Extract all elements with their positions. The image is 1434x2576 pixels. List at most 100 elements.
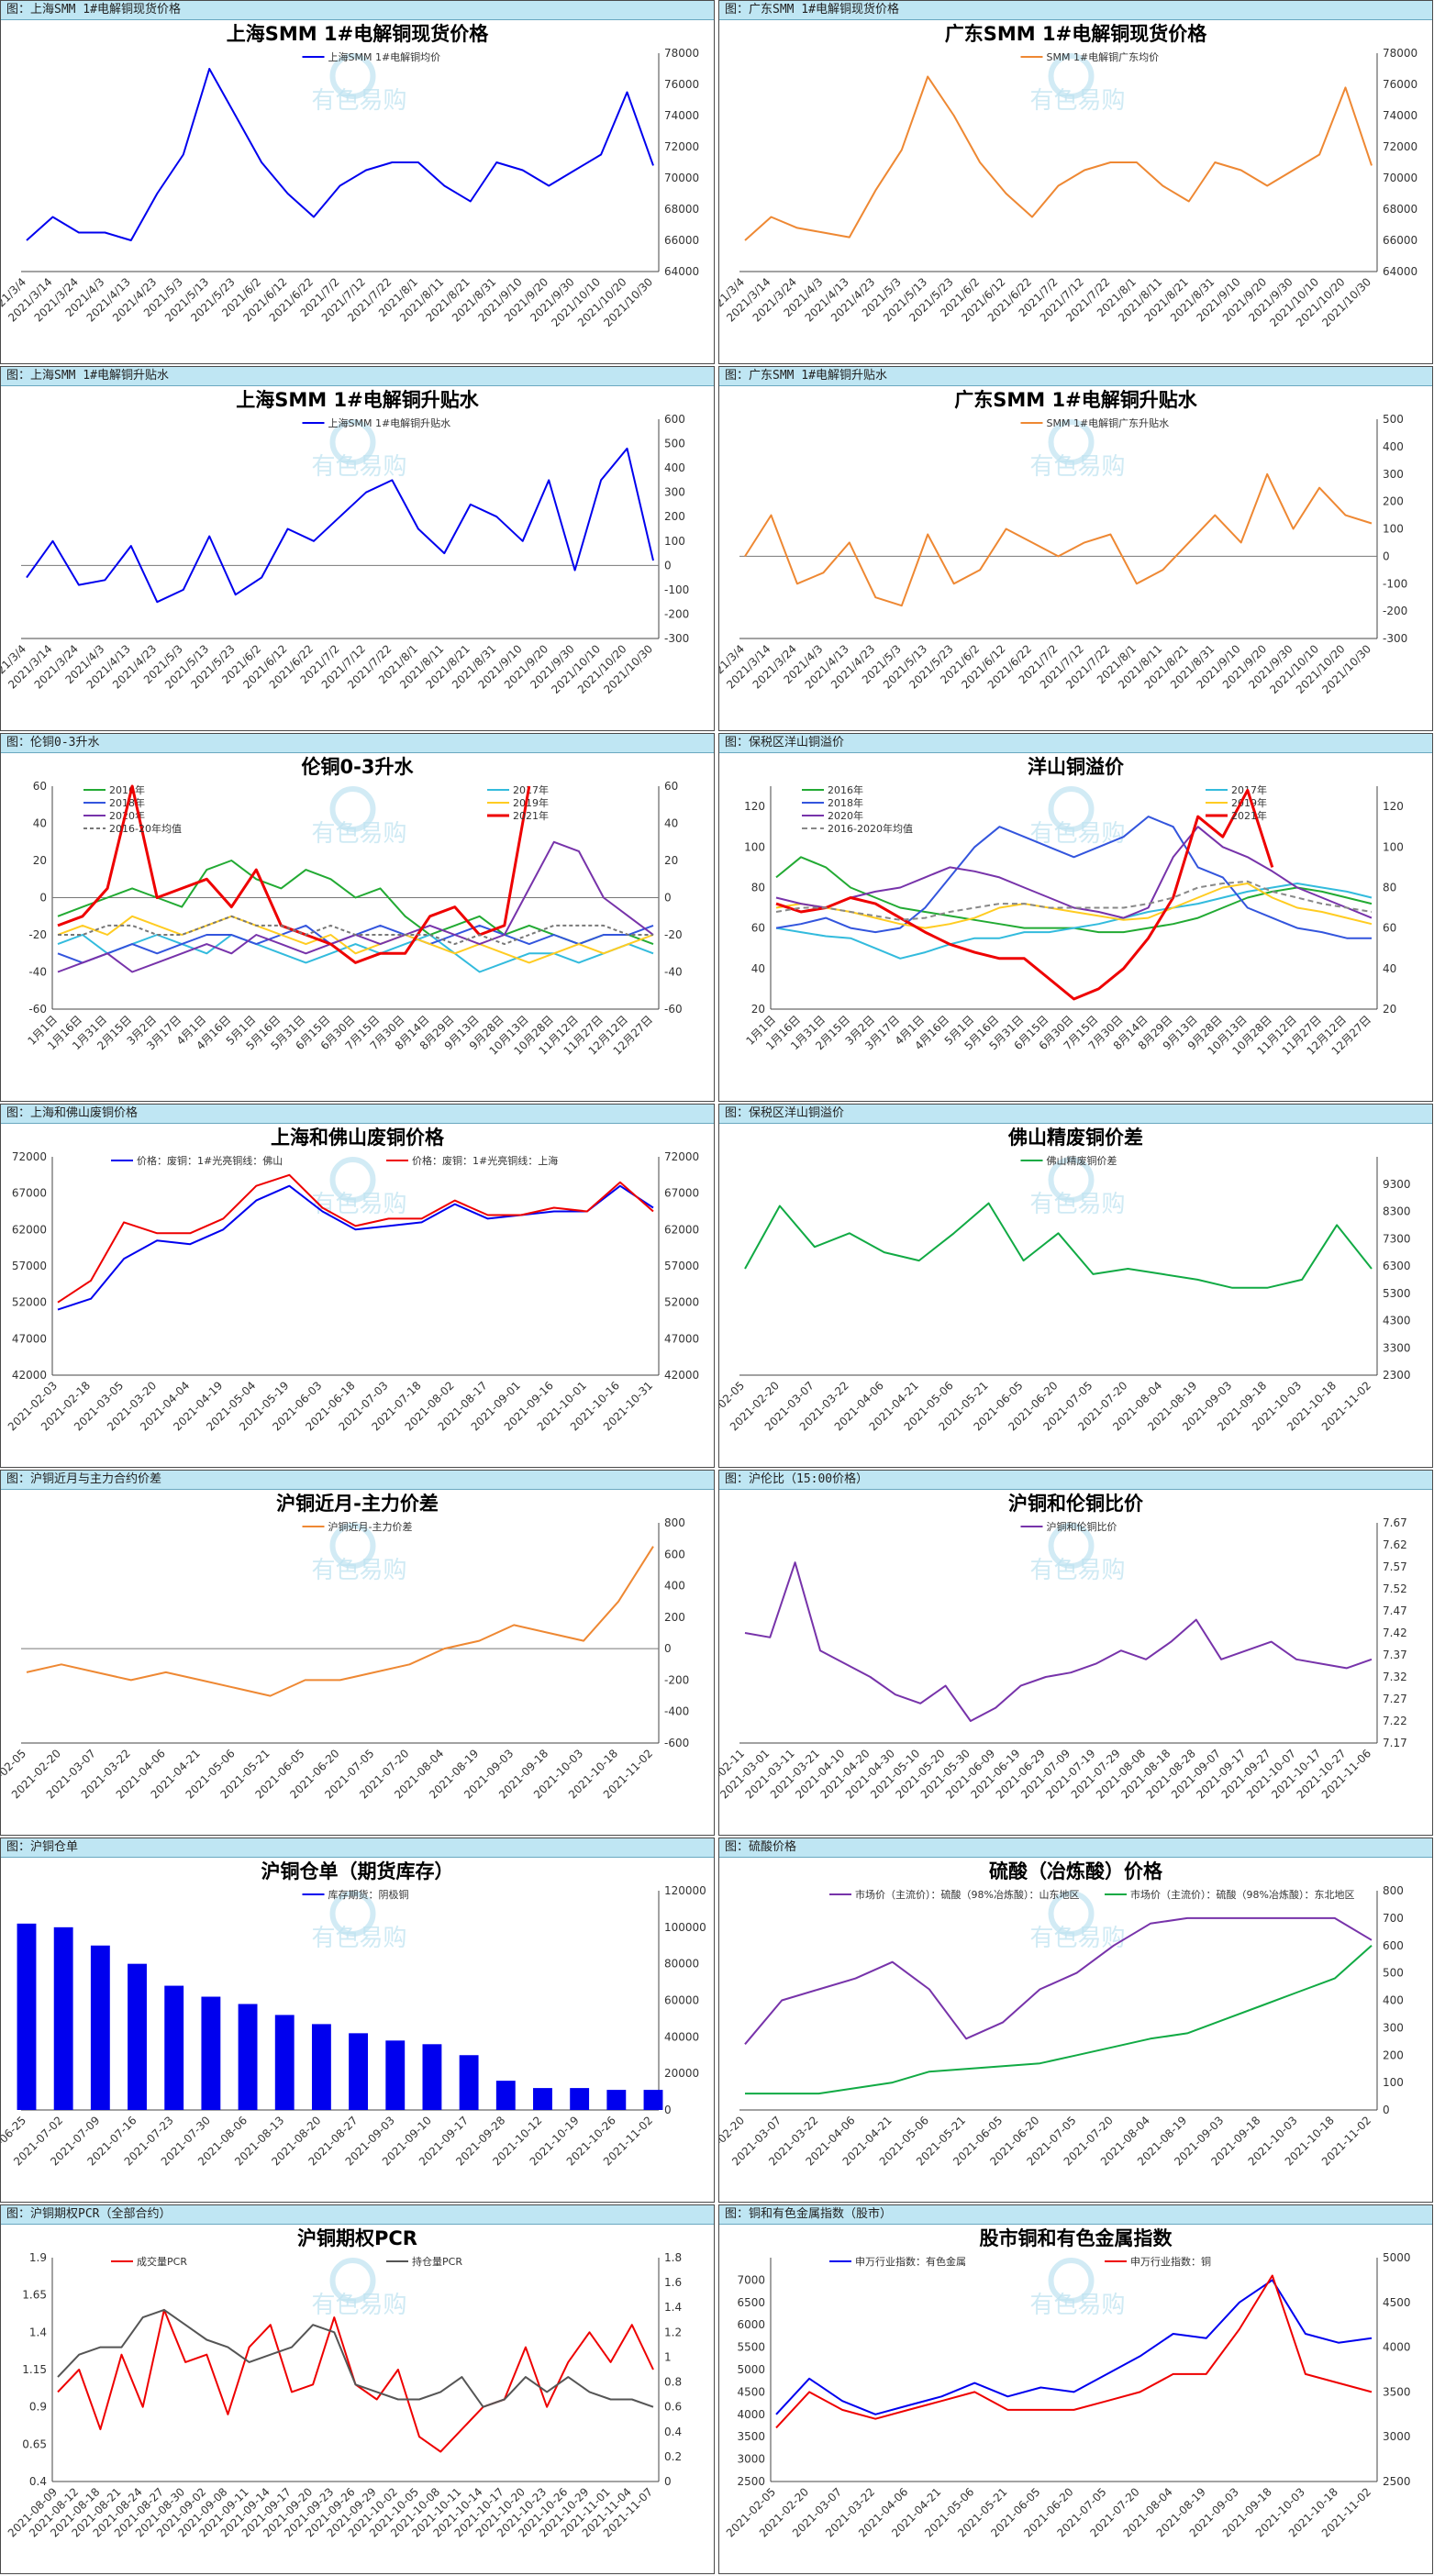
y-tick-label: 74000 [664, 109, 699, 122]
y-tick-label-left: 120 [744, 800, 765, 813]
y-tick-label: 600 [1383, 1939, 1404, 1952]
legend-label: 2016-20年均值 [109, 822, 182, 835]
panel-header: 图：保税区洋山铜溢价 [719, 734, 1432, 753]
y-tick-label: 7.52 [1383, 1582, 1407, 1595]
y-tick-label: 4000 [1383, 2341, 1411, 2354]
watermark-logo [1048, 53, 1095, 99]
y-tick-label: 67000 [664, 1187, 699, 1200]
y-tick-label: 400 [664, 461, 685, 474]
legend-label: SMM 1#电解铜广东升贴水 [1047, 416, 1170, 429]
chart-panel: 图：沪铜近月与主力合约价差 有色易购 沪铜近月-主力价差 -600 -400 -200 0 2… [0, 1470, 715, 1836]
y-tick-label: 78000 [1383, 47, 1417, 60]
y-tick-label: 57000 [664, 1260, 699, 1272]
chart-svg: 有色易购 上海SMM 1#电解铜升贴水 -300 -200 -100 0 100 200 300… [1, 389, 689, 696]
y-tick-label: 72000 [1383, 140, 1417, 153]
watermark-text: 有色易购 [312, 1925, 407, 1952]
watermark-logo [329, 786, 376, 832]
y-tick-label: -40 [664, 966, 683, 979]
y-tick-label: 600 [664, 1548, 685, 1560]
bar [606, 2090, 627, 2110]
chart-svg: 有色易购洋山铜溢价20406080100120204060801001201月1… [743, 756, 1403, 1058]
chart-panel: 图：伦铜0-3升水 有色易购 伦铜0-3升水 -60 -40 -20 0 20 40 60 -60 -… [0, 733, 715, 1102]
y-tick-label: 40 [1383, 962, 1396, 975]
y-tick-label: 74000 [1383, 109, 1417, 122]
watermark-text: 有色易购 [1030, 453, 1126, 481]
chart-title: 沪铜和伦铜比价 [1008, 1493, 1144, 1515]
watermark-text: 有色易购 [312, 453, 407, 481]
series-line [744, 472, 1373, 607]
series-line [775, 816, 1372, 939]
y-tick-label: 200 [664, 1611, 685, 1624]
panel-header: 图：沪铜近月与主力合约价差 [1, 1471, 714, 1490]
watermark-text: 有色易购 [312, 87, 407, 115]
chart-svg: 有色易购硫酸（冶炼酸）价格010020030040050060070080020… [719, 1860, 1404, 2168]
chart-panel: 图：上海SMM 1#电解铜升贴水 有色易购 上海SMM 1#电解铜升贴水 -300 -2… [0, 366, 715, 731]
watermark-logo [329, 2258, 376, 2304]
y-tick-label: 66000 [664, 234, 699, 247]
chart-svg: 有色易购 沪铜仓单（期货库存） 0 20000 40000 60000 80000 10000… [1, 1860, 706, 2168]
y-tick-label: 78000 [664, 47, 699, 60]
y-tick-label: 0.2 [664, 2450, 682, 2463]
panel-header: 图：伦铜0-3升水 [1, 734, 714, 753]
chart-title: 广东SMM 1#电解铜升贴水 [954, 389, 1197, 411]
legend-label: 2020年 [109, 809, 145, 822]
panel-header: 图：保税区洋山铜溢价 [719, 1105, 1432, 1124]
chart-svg: 有色易购 广东SMM 1#电解铜现货价格 64000 66000 68000 70000 7… [719, 23, 1417, 329]
series-line [775, 2279, 1373, 2415]
chart-panel: 图：上海和佛山废铜价格 有色易购 上海和佛山废铜价格 42000 47000 52000 5… [0, 1104, 715, 1468]
y-tick-label-left: 3500 [737, 2430, 765, 2443]
legend-label: 佛山精废铜价差 [1047, 1154, 1117, 1167]
chart-panel: 图：沪伦比（15:00价格） 有色易购 沪铜和伦铜比价 7.17 7.22 7.27 7.3… [718, 1470, 1433, 1836]
chart-title: 沪铜仓单（期货库存） [261, 1860, 454, 1882]
y-tick-label-left: 47000 [12, 1332, 47, 1345]
chart-title: 沪铜期权PCR [297, 2227, 417, 2249]
y-tick-label: 7.22 [1383, 1715, 1407, 1727]
bar [422, 2044, 442, 2110]
series-line [744, 1916, 1373, 2045]
y-tick-label: -20 [664, 928, 683, 941]
y-tick-label: 2300 [1383, 1369, 1411, 1382]
y-tick-label: 4300 [1383, 1315, 1411, 1327]
chart-svg: 有色易购 股市铜和有色金属指数 2500 3000 3500 4000 4500 5000 25… [724, 2227, 1411, 2539]
y-tick-label-left: 57000 [12, 1260, 47, 1272]
watermark-text: 有色易购 [1030, 1191, 1126, 1218]
y-tick-label: 600 [664, 413, 685, 426]
y-tick-label-left: 40 [33, 817, 47, 830]
y-tick-label-left: 60 [33, 780, 47, 793]
y-tick-label: 0 [664, 1642, 672, 1655]
series-line [744, 1202, 1373, 1289]
y-tick-label: 42000 [664, 1369, 699, 1382]
chart-panel: 图：铜和有色金属指数（股市） 有色易购 股市铜和有色金属指数 2500 3000 3500… [718, 2204, 1433, 2574]
watermark-logo [329, 53, 376, 99]
y-tick-label: 200 [664, 510, 685, 523]
y-tick-label-left: 0.65 [22, 2437, 47, 2450]
watermark-logo [1048, 786, 1095, 832]
series-line [26, 68, 654, 241]
y-tick-label: 7.47 [1383, 1604, 1407, 1617]
y-tick-label: 7.32 [1383, 1671, 1407, 1683]
y-tick-label: 0.4 [664, 2426, 682, 2438]
y-tick-label: 200 [1383, 495, 1404, 508]
y-tick-label: -100 [664, 583, 689, 596]
legend-label: 2021年 [1231, 809, 1267, 822]
chart-panel: 图：沪铜仓单 有色易购 沪铜仓单（期货库存） 0 20000 40000 60000 8000… [0, 1838, 715, 2203]
watermark-text: 有色易购 [312, 1557, 407, 1584]
legend-label: 市场价（主流价）：硫酸（98%冶炼酸）：东北地区 [1130, 1888, 1354, 1901]
bar [201, 1996, 221, 2110]
y-tick-label-left: 40 [751, 962, 765, 975]
y-tick-label-left: 42000 [12, 1369, 47, 1382]
watermark-text: 有色易购 [1030, 1557, 1126, 1584]
y-tick-label: 100000 [664, 1921, 706, 1934]
panel-header: 图：广东SMM 1#电解铜升贴水 [719, 367, 1432, 386]
y-tick-label: 62000 [664, 1223, 699, 1236]
y-tick-label: 3500 [1383, 2385, 1411, 2398]
chart-svg: 有色易购 沪铜期权PCR 0 0.2 0.4 0.6 0.8 1 1.2 1.4 1.6 1.8 0.4… [6, 2227, 682, 2539]
series-line [26, 447, 654, 604]
watermark-logo [1048, 1523, 1095, 1569]
bar [90, 1945, 110, 2110]
series-line [57, 915, 654, 964]
y-tick-label: 20 [664, 854, 678, 867]
series-line [775, 2274, 1373, 2429]
y-tick-label-left: 1.4 [29, 2326, 47, 2338]
bar [385, 2040, 406, 2110]
